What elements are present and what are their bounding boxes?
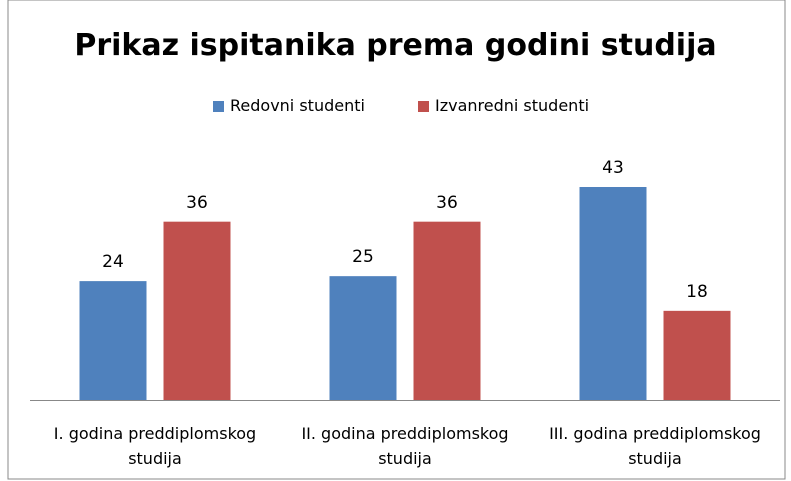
legend-swatch bbox=[213, 101, 224, 112]
x-tick-label: III. godina preddiplomskog studija bbox=[530, 421, 780, 471]
bar bbox=[663, 310, 731, 400]
chart-border bbox=[7, 0, 786, 480]
data-label: 43 bbox=[602, 158, 624, 178]
data-label: 25 bbox=[352, 247, 374, 268]
x-tick-label: I. godina preddiplomskog studija bbox=[30, 421, 280, 471]
data-label: 36 bbox=[186, 192, 208, 213]
bar bbox=[329, 276, 397, 400]
x-tick-label: II. godina preddiplomskog studija bbox=[280, 421, 530, 471]
bar bbox=[163, 221, 231, 400]
x-tick-text: III. godina preddiplomskog studija bbox=[549, 424, 761, 468]
chart-title: Prikaz ispitanika prema godini studija bbox=[74, 28, 717, 63]
legend-label: Izvanredni studenti bbox=[435, 96, 590, 115]
legend-swatch bbox=[418, 101, 429, 112]
bar bbox=[79, 281, 147, 400]
bar bbox=[579, 187, 647, 400]
legend-label: Redovni studenti bbox=[230, 96, 365, 115]
data-label: 36 bbox=[436, 192, 458, 213]
data-label: 18 bbox=[686, 281, 708, 302]
data-label: 24 bbox=[102, 252, 124, 273]
x-tick-text: II. godina preddiplomskog studija bbox=[301, 424, 509, 468]
bar bbox=[413, 221, 481, 400]
x-tick-text: I. godina preddiplomskog studija bbox=[53, 424, 257, 468]
